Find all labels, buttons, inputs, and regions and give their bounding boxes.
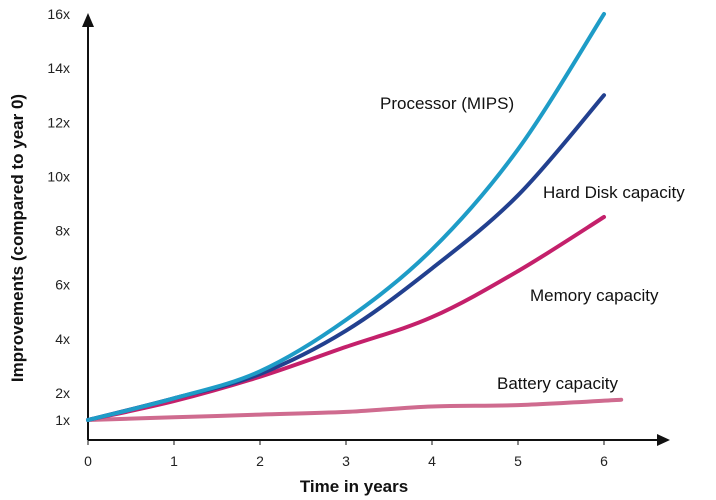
axes: [82, 13, 670, 446]
y-tick-label: 1x: [55, 412, 70, 428]
y-tick-label: 8x: [55, 223, 70, 239]
y-axis-title: Improvements (compared to year 0): [8, 94, 27, 382]
y-axis-arrow: [82, 13, 94, 27]
series-line-hard-disk-capacity: [86, 93, 606, 422]
y-tick-label: 2x: [55, 385, 70, 401]
x-tick-label: 1: [170, 453, 178, 469]
series-labels: Processor (MIPS) Hard Disk capacity Memory…: [380, 94, 685, 393]
series-lines: [86, 12, 624, 422]
y-tick-label: 4x: [55, 331, 70, 347]
y-tick-label: 6x: [55, 277, 70, 293]
x-tick-label: 5: [514, 453, 522, 469]
series-label-hard-disk-capacity: Hard Disk capacity: [543, 183, 685, 202]
y-tick-label: 12x: [47, 114, 70, 130]
y-tick-label: 14x: [47, 60, 70, 76]
x-axis-arrow: [657, 434, 670, 446]
tick-labels: 0 1 2 3 4 5 6 1x 2x 4x 6x 8x 10x 12x 14x 16x: [47, 6, 608, 469]
series-label-memory-capacity: Memory capacity: [530, 286, 659, 305]
x-tick-label: 3: [342, 453, 350, 469]
series-line-memory-capacity: [86, 215, 606, 422]
y-tick-label: 16x: [47, 6, 70, 22]
series-label-processor-mips: Processor (MIPS): [380, 94, 514, 113]
x-tick-label: 2: [256, 453, 264, 469]
x-tick-label: 4: [428, 453, 436, 469]
series-line-battery-capacity: [86, 397, 624, 422]
x-axis-title: Time in years: [300, 477, 408, 496]
x-tick-label: 0: [84, 453, 92, 469]
series-line-processor-mips: [86, 12, 606, 422]
series-label-battery-capacity: Battery capacity: [497, 374, 618, 393]
x-tick-label: 6: [600, 453, 608, 469]
y-tick-label: 10x: [47, 168, 70, 184]
